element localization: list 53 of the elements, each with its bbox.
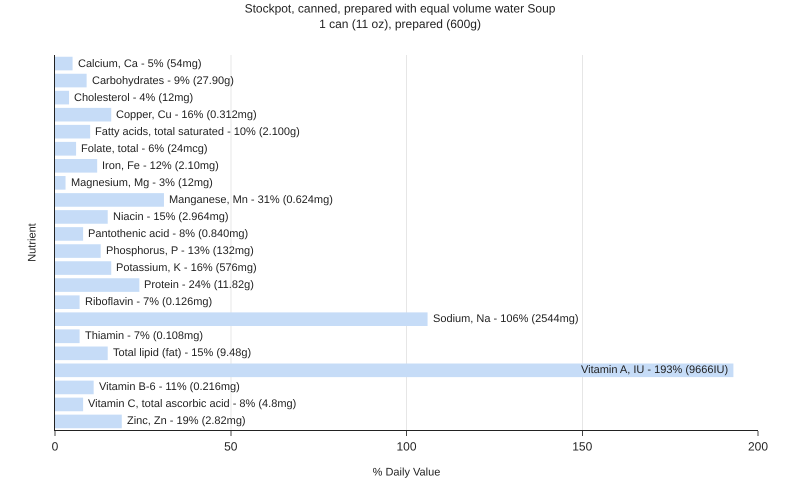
- bar: [55, 74, 87, 88]
- annotation: Total lipid (fat) - 15% (9.48g): [113, 347, 252, 359]
- bar: [55, 380, 94, 394]
- annotation: Pantothenic acid - 8% (0.840mg): [88, 228, 248, 240]
- annotation: Cholesterol - 4% (12mg): [74, 92, 194, 104]
- bar: [55, 90, 70, 104]
- bar: [55, 142, 76, 156]
- x-tick-label: 150: [572, 439, 593, 454]
- bar: [55, 227, 84, 241]
- bar: [55, 278, 140, 292]
- bar: [55, 414, 122, 428]
- bar: [55, 295, 80, 309]
- annotation: Potassium, K - 16% (576mg): [116, 262, 257, 274]
- annotation: Niacin - 15% (2.964mg): [113, 211, 229, 223]
- bar: [55, 193, 164, 207]
- bar: [55, 312, 428, 326]
- annotation: Vitamin C, total ascorbic acid - 8% (4.8mg): [88, 398, 296, 410]
- annotation: Iron, Fe - 12% (2.10mg): [102, 160, 219, 172]
- x-tick-label: 200: [748, 439, 768, 454]
- bar: [55, 176, 66, 190]
- annotation: Copper, Cu - 16% (0.312mg): [116, 109, 257, 121]
- y-axis-title: Nutrient: [26, 223, 39, 262]
- bar: [55, 210, 108, 224]
- x-tick-label: 0: [52, 439, 59, 454]
- bar: [55, 398, 84, 412]
- bar: [55, 364, 734, 378]
- bar: [55, 244, 101, 258]
- annotation: Magnesium, Mg - 3% (12mg): [71, 177, 213, 189]
- bar: [55, 261, 112, 275]
- annotation: Fatty acids, total saturated - 10% (2.100g): [95, 126, 300, 138]
- x-tick-label: 100: [396, 439, 417, 454]
- bar: [55, 108, 112, 122]
- x-tick-label: 50: [224, 439, 238, 454]
- annotation: Zinc, Zn - 19% (2.82mg): [127, 415, 246, 427]
- annotation: Thiamin - 7% (0.108mg): [85, 330, 203, 342]
- annotation: Vitamin A, IU - 193% (9666IU): [581, 364, 728, 376]
- x-axis-title: % Daily Value: [372, 466, 440, 479]
- bar: [55, 346, 108, 360]
- annotation: Manganese, Mn - 31% (0.624mg): [169, 194, 333, 206]
- annotation: Calcium, Ca - 5% (54mg): [78, 58, 202, 70]
- bar: [55, 124, 90, 139]
- chart-subtitle: 1 can (11 oz), prepared (600g): [319, 17, 481, 32]
- annotation: Carbohydrates - 9% (27.90g): [92, 75, 234, 87]
- annotation: Vitamin B-6 - 11% (0.216mg): [99, 381, 240, 393]
- annotation: Protein - 24% (11.82g): [144, 279, 254, 291]
- chart-title: Stockpot, canned, prepared with equal volume water Soup: [244, 2, 556, 16]
- annotation: Sodium, Na - 106% (2544mg): [433, 313, 579, 325]
- bar: [55, 329, 80, 344]
- annotation: Phosphorus, P - 13% (132mg): [106, 245, 254, 257]
- bar: [55, 56, 73, 70]
- annotation: Folate, total - 6% (24mcg): [81, 143, 208, 155]
- annotation: Riboflavin - 7% (0.126mg): [85, 296, 212, 308]
- bar: [55, 158, 98, 173]
